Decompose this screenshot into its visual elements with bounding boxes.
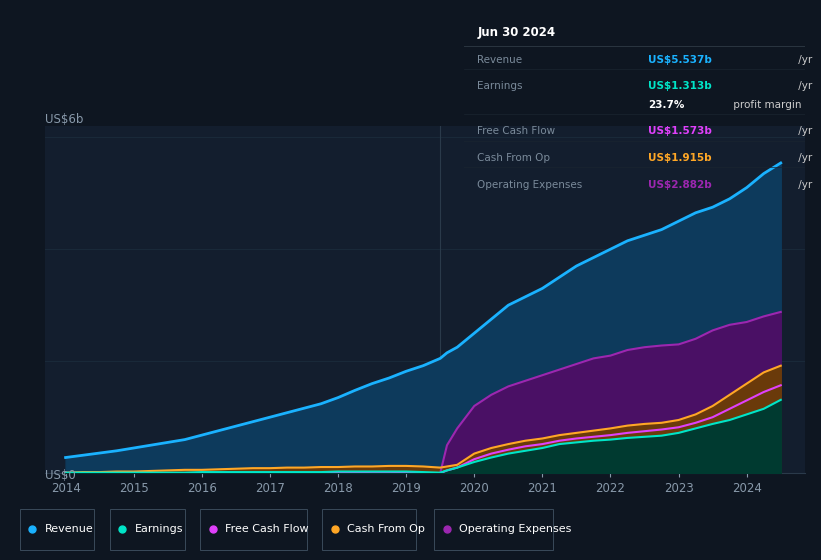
Text: Free Cash Flow: Free Cash Flow xyxy=(478,127,556,137)
Text: Earnings: Earnings xyxy=(135,524,183,534)
Text: Cash From Op: Cash From Op xyxy=(478,153,551,163)
Text: /yr: /yr xyxy=(795,127,812,137)
Text: 23.7%: 23.7% xyxy=(648,100,684,110)
Text: Operating Expenses: Operating Expenses xyxy=(478,180,583,190)
Text: US$5.537b: US$5.537b xyxy=(648,55,712,65)
Text: US$2.882b: US$2.882b xyxy=(648,180,712,190)
Text: US$1.313b: US$1.313b xyxy=(648,81,712,91)
Text: Revenue: Revenue xyxy=(44,524,94,534)
Text: /yr: /yr xyxy=(795,81,812,91)
Text: US$1.915b: US$1.915b xyxy=(648,153,712,163)
Text: /yr: /yr xyxy=(795,180,812,190)
Text: profit margin: profit margin xyxy=(730,100,801,110)
Text: Revenue: Revenue xyxy=(478,55,523,65)
Text: Jun 30 2024: Jun 30 2024 xyxy=(478,26,556,39)
Text: Free Cash Flow: Free Cash Flow xyxy=(226,524,309,534)
Text: /yr: /yr xyxy=(795,153,812,163)
Text: Cash From Op: Cash From Op xyxy=(347,524,425,534)
Text: US$0: US$0 xyxy=(45,469,76,482)
Text: Earnings: Earnings xyxy=(478,81,523,91)
Text: Operating Expenses: Operating Expenses xyxy=(460,524,571,534)
Text: US$6b: US$6b xyxy=(45,113,84,126)
Text: /yr: /yr xyxy=(795,55,812,65)
Text: US$1.573b: US$1.573b xyxy=(648,127,712,137)
